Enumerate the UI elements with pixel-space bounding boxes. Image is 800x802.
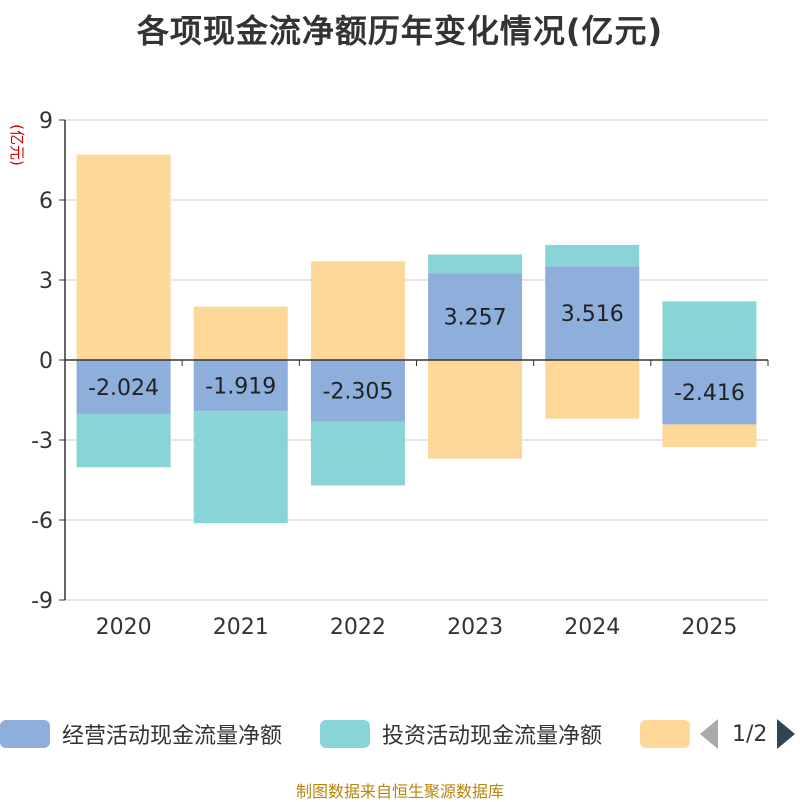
legend-swatch-financing	[640, 720, 690, 748]
source-note: 制图数据来自恒生聚源数据库	[295, 782, 504, 801]
bar-2020-series-1	[76, 413, 171, 468]
legend-swatch-operating	[0, 720, 50, 748]
bar-2023-series-0	[428, 273, 523, 360]
legend-label-operating: 经营活动现金流量净额	[62, 724, 283, 749]
bar-2025-series-0	[662, 360, 757, 425]
bar-2025-series-1	[662, 301, 757, 360]
bar-2024-series-1	[545, 244, 640, 267]
bar-2021-series-2	[193, 306, 288, 360]
bar-2021-series-1	[193, 411, 288, 524]
bar-2020-series-0	[76, 360, 171, 414]
bar-2023-series-2	[428, 360, 523, 459]
legend-next-page-icon[interactable]	[777, 719, 796, 749]
legend-swatch-investing	[320, 720, 370, 748]
y-tick-label: -6	[31, 509, 53, 534]
bar-2021-series-0	[193, 360, 288, 412]
y-tick-label: 6	[39, 189, 53, 214]
y-tick-label: -3	[31, 429, 53, 454]
y-tick-label: 3	[39, 269, 53, 294]
y-tick-label: 9	[39, 109, 53, 134]
x-tick-label-2023: 2023	[447, 615, 503, 640]
legend-prev-page-icon[interactable]	[700, 719, 718, 749]
x-tick-label-2020: 2020	[96, 615, 152, 640]
bar-2023-series-1	[428, 254, 523, 274]
bar-2024-series-0	[545, 266, 640, 360]
legend-item-financing[interactable]	[640, 714, 702, 754]
chart-title: 各项现金流净额历年变化情况(亿元)	[136, 12, 664, 50]
legend-label-investing: 投资活动现金流量净额	[382, 724, 603, 749]
data-label-2022: -2.305	[322, 380, 393, 405]
y-tick-label: -9	[31, 589, 53, 614]
x-tick-label-2024: 2024	[564, 615, 620, 640]
bar-2022-series-2	[310, 261, 405, 360]
x-tick-label-2022: 2022	[330, 615, 386, 640]
data-label-2025: -2.416	[674, 381, 745, 406]
y-tick-label: 0	[39, 349, 53, 374]
legend-item-operating[interactable]: 经营活动现金流量净额	[0, 714, 282, 754]
data-label-2020: -2.024	[88, 376, 159, 401]
bar-2022-series-0	[310, 360, 405, 422]
y-axis-label: (亿元)	[8, 124, 26, 166]
bar-2024-series-2	[545, 360, 640, 419]
bar-2022-series-1	[310, 421, 405, 486]
bar-2020-series-2	[76, 154, 171, 360]
legend-page-indicator: 1/2	[732, 721, 768, 747]
data-label-2023: 3.257	[444, 306, 507, 331]
data-label-2024: 3.516	[561, 302, 624, 327]
legend: 经营活动现金流量净额 投资活动现金流量净额 1/2	[0, 714, 800, 754]
legend-item-investing[interactable]: 投资活动现金流量净额	[320, 714, 602, 754]
x-tick-label-2025: 2025	[681, 615, 737, 640]
x-tick-label-2021: 2021	[213, 615, 269, 640]
data-label-2021: -1.919	[205, 375, 276, 400]
bar-2025-series-2	[662, 424, 757, 448]
legend-pager: 1/2	[700, 714, 796, 754]
